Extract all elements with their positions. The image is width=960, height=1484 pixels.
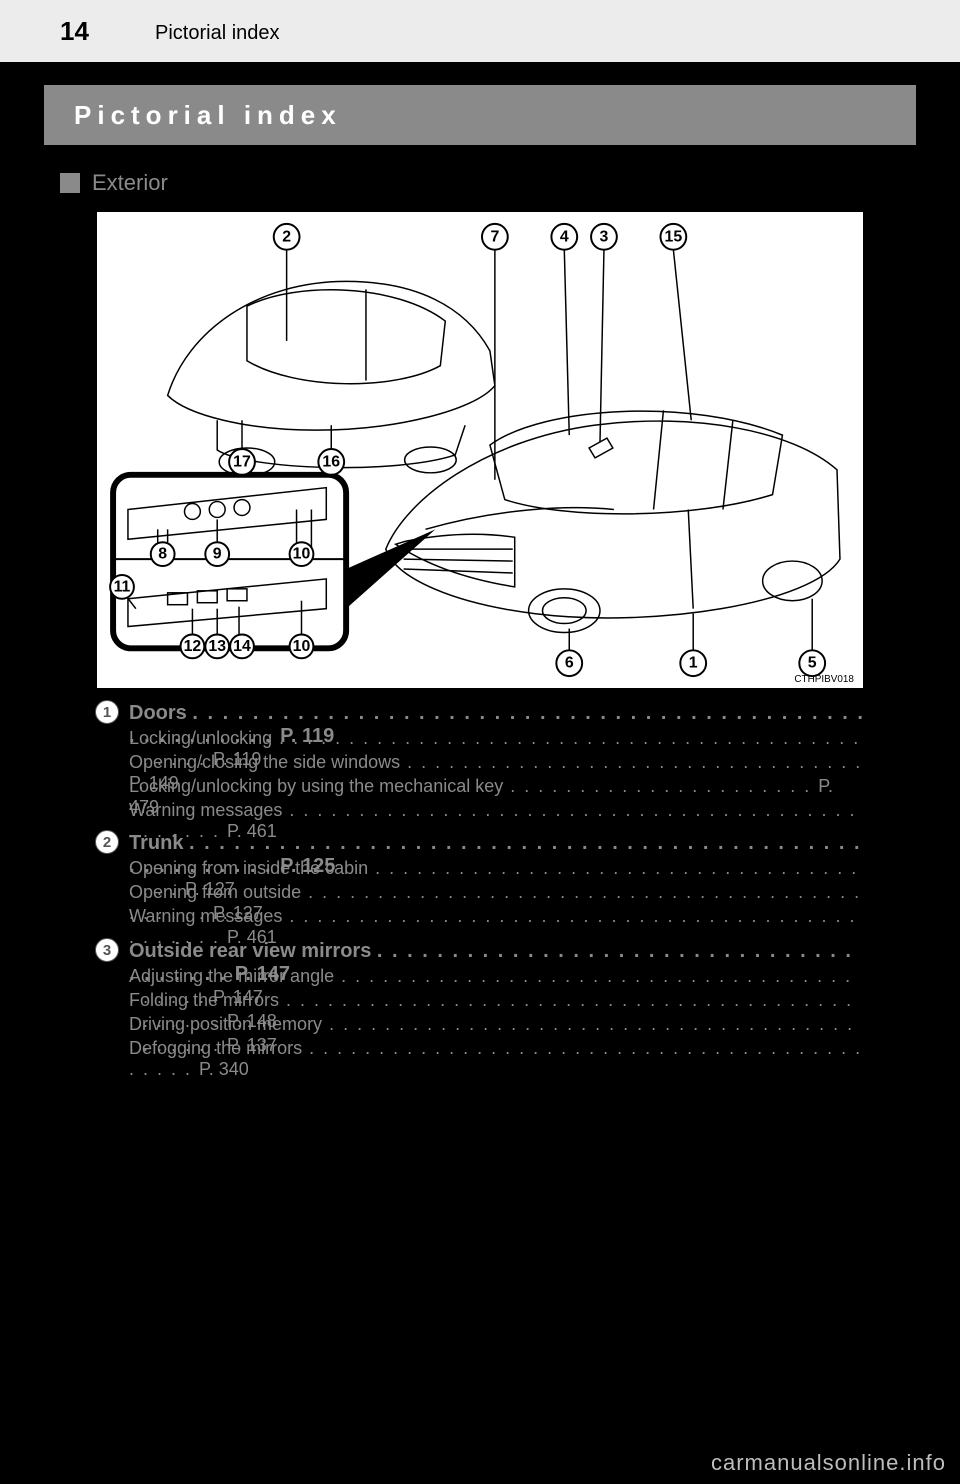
svg-text:13: 13 — [208, 638, 226, 655]
callout-17: 17 — [229, 449, 255, 475]
square-bullet-icon — [60, 173, 80, 193]
callout-9: 9 — [205, 542, 229, 566]
callout-8: 8 — [151, 542, 175, 566]
page-number: 14 — [60, 16, 89, 47]
item-number-1: 1 — [95, 700, 119, 724]
watermark: carmanualsonline.info — [711, 1450, 946, 1476]
callout-5: 5 — [799, 650, 825, 676]
svg-text:7: 7 — [490, 228, 499, 245]
callout-16: 16 — [318, 449, 344, 475]
svg-text:16: 16 — [322, 453, 340, 470]
svg-text:5: 5 — [808, 655, 817, 672]
callout-12: 12 — [181, 634, 205, 658]
svg-text:10: 10 — [293, 546, 311, 563]
svg-text:15: 15 — [665, 228, 683, 245]
svg-text:8: 8 — [158, 546, 167, 563]
callout-4: 4 — [551, 224, 577, 250]
callout-10b: 10 — [290, 634, 314, 658]
callout-14: 14 — [230, 634, 254, 658]
vehicle-exterior-diagram: 2 7 4 3 15 17 16 8 9 10 11 12 13 14 10 — [95, 210, 865, 690]
page-header: 14 Pictorial index — [0, 0, 960, 62]
svg-text:17: 17 — [233, 453, 251, 470]
svg-text:4: 4 — [560, 228, 569, 245]
header-title: Pictorial index — [155, 22, 280, 45]
svg-text:2: 2 — [282, 228, 291, 245]
item-number-2: 2 — [95, 830, 119, 854]
item-number-3: 3 — [95, 938, 119, 962]
callout-6: 6 — [556, 650, 582, 676]
callout-3: 3 — [591, 224, 617, 250]
callout-11: 11 — [110, 575, 134, 599]
section-title: Pictorial index — [74, 100, 342, 131]
svg-text:9: 9 — [213, 546, 222, 563]
svg-text:12: 12 — [184, 638, 202, 655]
callout-15: 15 — [660, 224, 686, 250]
diagram-image-id: CTHPIBV018 — [794, 674, 854, 685]
callout-1: 1 — [680, 650, 706, 676]
callout-2: 2 — [274, 224, 300, 250]
exterior-label: Exterior — [92, 170, 168, 196]
svg-text:1: 1 — [689, 655, 698, 672]
car-front-view-icon — [386, 410, 840, 632]
page: 14 Pictorial index Pictorial index Exter… — [0, 0, 960, 1484]
svg-text:10: 10 — [293, 638, 311, 655]
svg-text:11: 11 — [114, 578, 131, 595]
section-bar: Pictorial index — [44, 85, 916, 145]
callout-13: 13 — [205, 634, 229, 658]
svg-text:6: 6 — [565, 655, 574, 672]
callout-10a: 10 — [290, 542, 314, 566]
svg-text:3: 3 — [600, 228, 609, 245]
callout-7: 7 — [482, 224, 508, 250]
svg-text:14: 14 — [233, 638, 251, 655]
